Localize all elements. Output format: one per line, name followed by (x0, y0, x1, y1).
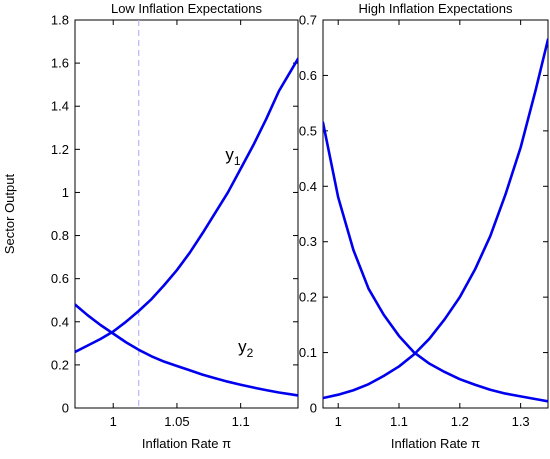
series-annotation: y1 (225, 145, 241, 168)
y-tick-label: 0 (310, 401, 317, 416)
y-tick-label: 1.6 (51, 56, 69, 71)
x-tick-label: 1.2 (451, 414, 469, 429)
panel-high-inflation: High Inflation Expectations 0 0.1 0.2 0.3 0.4… (299, 1, 549, 451)
y-tick-label: 0 (62, 401, 69, 416)
y-tick-label: 0.2 (299, 290, 317, 305)
x-tick-label: 1.1 (390, 414, 408, 429)
y-tick-label: 1.8 (51, 13, 69, 28)
x-tick-label: 1.3 (512, 414, 530, 429)
series-annotation: y2 (238, 337, 254, 360)
y-tick-label: 0.6 (299, 68, 317, 83)
y-axis-label: Sector Output (2, 174, 17, 255)
y-tick-label: 0.4 (51, 314, 69, 329)
plot-frame (322, 19, 549, 409)
y-tick-label: 0.2 (51, 357, 69, 372)
y-tick-label: 1.4 (51, 99, 69, 114)
y-tick-label: 0.7 (299, 13, 317, 28)
y-tick-label: 0.4 (299, 179, 317, 194)
y-tick-label: 0.8 (51, 228, 69, 243)
y-tick-label: 0.5 (299, 123, 317, 138)
x-tick-label: 1 (335, 414, 342, 429)
y-tick-label: 0.1 (299, 345, 317, 360)
y-tick-label: 0.3 (299, 234, 317, 249)
x-tick-label: 1.05 (164, 414, 189, 429)
chart-title: Low Inflation Expectations (111, 1, 263, 16)
y-tick-label: 1.2 (51, 142, 69, 157)
series-line-1 (75, 303, 298, 397)
y-tick-label: 0.6 (51, 271, 69, 286)
y-tick-label: 1 (62, 185, 69, 200)
panel-low-inflation: Low Inflation Expectations 0 0.2 0.4 0.6 0.8 1… (2, 1, 299, 451)
x-tick-label: 1 (110, 414, 117, 429)
chart-title: High Inflation Expectations (359, 1, 513, 16)
plot-frame (74, 19, 299, 409)
series-line-1 (323, 121, 548, 403)
x-axis-label: Inflation Rate π (391, 436, 480, 451)
x-tick-label: 1.1 (232, 414, 250, 429)
x-axis-label: Inflation Rate π (142, 436, 231, 451)
series-line-0 (323, 38, 548, 400)
series-line-0 (75, 57, 298, 354)
